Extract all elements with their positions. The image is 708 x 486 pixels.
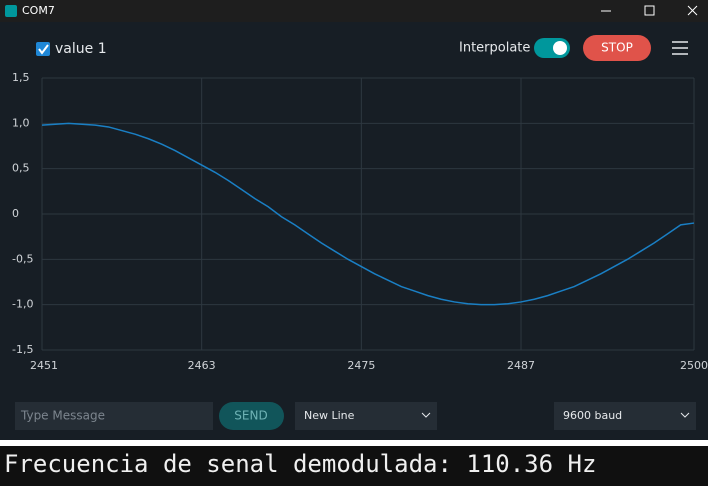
maximize-button[interactable] (644, 5, 655, 16)
stop-button[interactable] (583, 35, 651, 61)
checkmark (38, 44, 49, 55)
legend-label: value 1 (55, 41, 107, 57)
x-tick-label: 2451 (30, 359, 58, 372)
clear-button[interactable] (672, 41, 688, 55)
app-icon (5, 5, 17, 17)
message-input[interactable] (15, 402, 213, 430)
baud-label: 9600 baud (563, 409, 622, 422)
send-button[interactable] (219, 402, 284, 430)
interpolate-label: Interpolate (459, 41, 530, 56)
legend-checkbox[interactable] (36, 42, 50, 56)
line-ending-label: New Line (304, 409, 355, 422)
x-tick-label: 2487 (507, 359, 535, 372)
y-tick-label: -0,5 (12, 252, 33, 265)
y-tick-label: -1,0 (12, 298, 33, 311)
message-placeholder: Type Message (20, 409, 105, 423)
y-tick-label: 1,5 (12, 71, 30, 84)
baud-select[interactable] (554, 402, 696, 430)
window-title: COM7 (22, 4, 55, 17)
y-tick-label: 0,5 (12, 162, 30, 175)
x-tick-label: 2500 (680, 359, 708, 372)
stop-label: STOP (601, 41, 633, 55)
x-tick-label: 2475 (347, 359, 375, 372)
window-bg (0, 0, 708, 440)
y-tick-label: 0 (12, 207, 19, 220)
plot: -1,5 -1,0 -0,5 0 0,5 1,0 1,5 2451 2463 2475 2487 25… (12, 71, 708, 372)
toggle-knob (553, 41, 567, 55)
y-tick-label: 1,0 (12, 116, 30, 129)
dropdown-arrow (680, 412, 690, 418)
console-strip (0, 446, 708, 486)
line-ending-select[interactable] (295, 402, 437, 430)
series-line (41, 122, 695, 306)
close-button[interactable] (687, 5, 698, 16)
x-tick-label: 2463 (188, 359, 216, 372)
send-label: SEND (234, 409, 267, 423)
dropdown-arrow (421, 412, 431, 418)
title-bar (0, 0, 708, 22)
y-tick-label: -1,5 (12, 343, 33, 356)
console-output: Frecuencia de senal demodulada: 110.36 H… (4, 450, 596, 478)
